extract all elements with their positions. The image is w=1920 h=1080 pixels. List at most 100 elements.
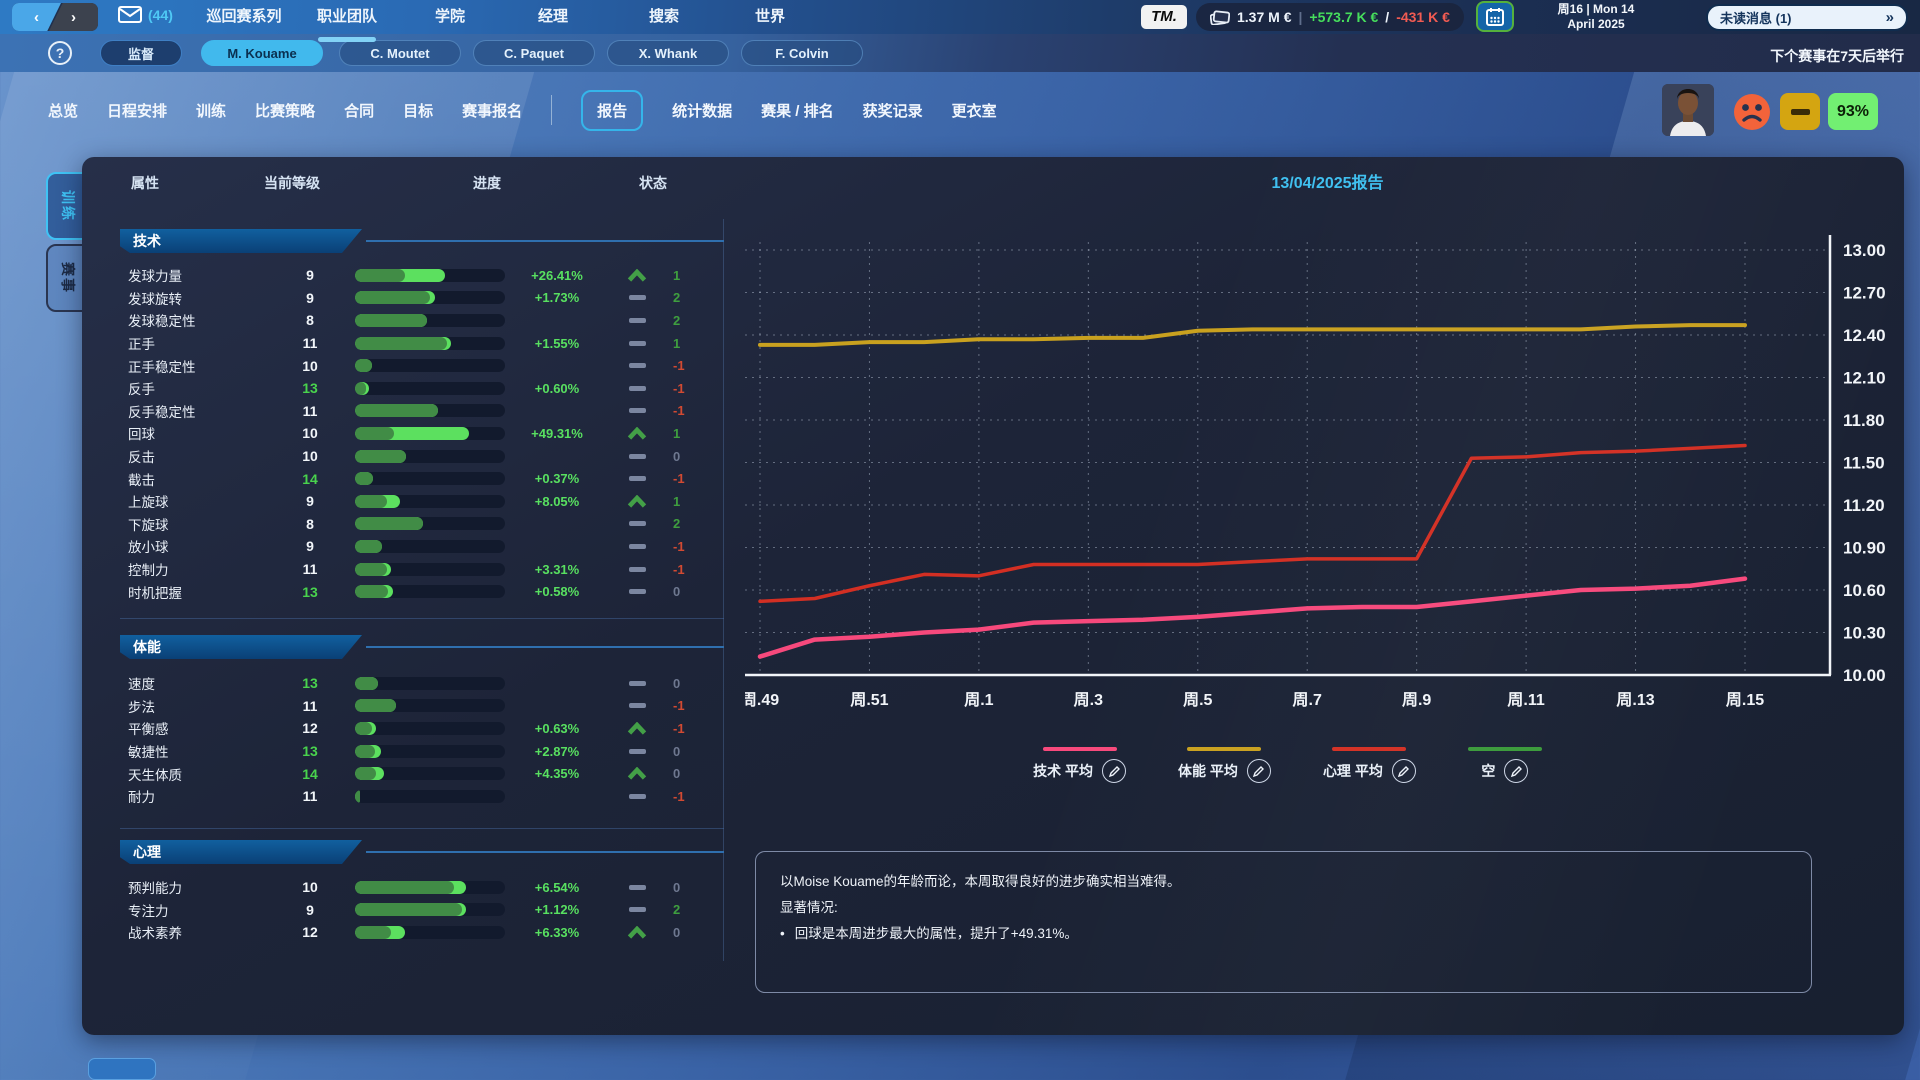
attribute-row[interactable]: 截击 14 +0.37% -1 [118,467,730,490]
game-date: 周16 | Mon 14 April 2025 [1557,2,1635,31]
attribute-row[interactable]: 预判能力 10 +6.54% 0 [118,876,730,899]
top-nav-5[interactable]: 世界 [754,8,786,25]
attribute-row[interactable]: 上旋球 9 +8.05% 1 [118,490,730,513]
attribute-name: 放小球 [128,540,169,556]
section-line [366,851,724,853]
attribute-progress-pct: +0.60% [534,380,580,396]
tab-赛事报名[interactable]: 赛事报名 [462,102,523,120]
svg-text:10.00: 10.00 [1843,666,1886,685]
chart-legend: 技术 平均 体能 平均 [745,747,1830,783]
attribute-row[interactable]: 发球力量 9 +26.41% 1 [118,264,730,287]
attribute-row[interactable]: 天生体质 14 +4.35% 0 [118,762,730,785]
attribute-row[interactable]: 战术素养 12 +6.33% 0 [118,921,730,944]
supervisor-tab[interactable]: 监督 [100,40,182,66]
attribute-row[interactable]: 控制力 11 +3.31% -1 [118,558,730,581]
attribute-row[interactable]: 敏捷性 13 +2.87% 0 [118,740,730,763]
attribute-value: 9 [306,901,314,918]
collapsed-panel-stub[interactable] [88,1058,156,1080]
player-tab-3[interactable]: X. Whank [607,40,729,66]
attribute-name: 专注力 [128,903,169,919]
attribute-row[interactable]: 发球稳定性 8 2 [118,309,730,332]
player-tab-2[interactable]: C. Paquet [473,40,595,66]
tab-获奖记录[interactable]: 获奖记录 [862,102,923,120]
top-bar: ‹ › (44) 巡回赛系列 职业团队 学院 经理 搜索 世界 TM. 1.37 M € … [0,0,1920,42]
attribute-progress-pct: +2.87% [534,743,580,759]
next-event-note: 下个赛事在7天后举行 [1770,48,1904,64]
tab-总览[interactable]: 总览 [48,102,79,120]
bar-base [355,291,430,305]
legend-edit-button[interactable] [1391,759,1416,783]
bar-base [355,562,387,576]
attribute-row[interactable]: 速度 13 0 [118,672,730,695]
bar-base [355,585,388,599]
morale-sad-icon [1733,93,1771,136]
help-button[interactable]: ? [48,41,72,65]
top-nav-2[interactable]: 学院 [434,8,466,25]
attribute-change: -1 [673,380,685,396]
section-line [366,240,724,242]
attribute-row[interactable]: 反击 10 0 [118,445,730,468]
attribute-row[interactable]: 反手稳定性 11 -1 [118,400,730,423]
attribute-change: -1 [673,698,685,714]
tab-统计数据[interactable]: 统计数据 [672,102,733,120]
attribute-bar [355,494,505,508]
tab-更衣室[interactable]: 更衣室 [951,102,997,120]
attribute-name: 截击 [128,472,155,488]
tab-赛果 / 排名[interactable]: 赛果 / 排名 [761,102,834,120]
attribute-row[interactable]: 下旋球 8 2 [118,513,730,536]
legend-edit-button[interactable] [1246,759,1271,783]
attribute-progress-pct: +4.35% [534,766,580,782]
tab-报告[interactable]: 报告 [581,89,644,131]
legend-edit-button[interactable] [1504,759,1529,783]
tab-训练[interactable]: 训练 [196,102,227,120]
attribute-row[interactable]: 回球 10 +49.31% 1 [118,422,730,445]
inbox-button[interactable]: (44) [118,6,173,23]
attribute-value: 11 [302,335,318,352]
mail-count: (44) [148,6,173,23]
pencil-icon [1253,765,1265,777]
attribute-change: 1 [673,267,681,283]
top-nav-4[interactable]: 搜索 [648,8,680,25]
attribute-row[interactable]: 耐力 11 -1 [118,785,730,808]
tab-合同[interactable]: 合同 [344,102,375,120]
finance-summary[interactable]: 1.37 M € | +573.7 K € / -431 K € [1196,3,1464,31]
attribute-row[interactable]: 步法 11 -1 [118,695,730,718]
top-nav-1[interactable]: 职业团队 [317,0,377,42]
trend-flat-icon [628,476,646,482]
vertical-divider [723,219,724,961]
trend-flat-icon [628,385,646,391]
legend-color-swatch [1467,747,1542,751]
trend-flat-icon [628,453,646,459]
section-header-0: 技术 [120,229,362,253]
attribute-row[interactable]: 平衡感 12 +0.63% -1 [118,717,730,740]
tab-比赛策略[interactable]: 比赛策略 [255,102,316,120]
player-tab-4[interactable]: F. Colvin [741,40,863,66]
attribute-row[interactable]: 发球旋转 9 +1.73% 2 [118,287,730,310]
attribute-change: 0 [673,924,681,940]
trend-up-icon [627,925,647,939]
player-tab-1[interactable]: C. Moutet [339,40,461,66]
top-nav-3[interactable]: 经理 [537,8,569,25]
legend-edit-button[interactable] [1102,759,1127,783]
attribute-row[interactable]: 放小球 9 -1 [118,535,730,558]
svg-text:周.5: 周.5 [1183,691,1212,709]
col-header-level: 当前等级 [264,175,320,191]
attribute-bar [355,585,505,599]
attribute-row[interactable]: 专注力 9 +1.12% 2 [118,899,730,922]
tab-日程安排[interactable]: 日程安排 [107,102,168,120]
player-avatar[interactable] [1662,84,1714,136]
back-button[interactable]: ‹ [12,3,61,31]
attribute-row[interactable]: 正手稳定性 10 -1 [118,354,730,377]
tab-目标[interactable]: 目标 [403,102,434,120]
calendar-button[interactable] [1476,1,1514,32]
attribute-change: 0 [673,584,681,600]
attribute-row[interactable]: 时机把握 13 +0.58% 0 [118,580,730,603]
attribute-row[interactable]: 反手 13 +0.60% -1 [118,377,730,400]
top-nav-0[interactable]: 巡回赛系列 [206,8,282,25]
player-tab-0[interactable]: M. Kouame [201,40,323,66]
attribute-row[interactable]: 正手 11 +1.55% 1 [118,332,730,355]
attribute-bar [355,767,505,781]
unread-messages-button[interactable]: 未读消息 (1) » [1706,4,1908,31]
attribute-name: 速度 [128,677,155,693]
tab-divider [551,95,553,125]
